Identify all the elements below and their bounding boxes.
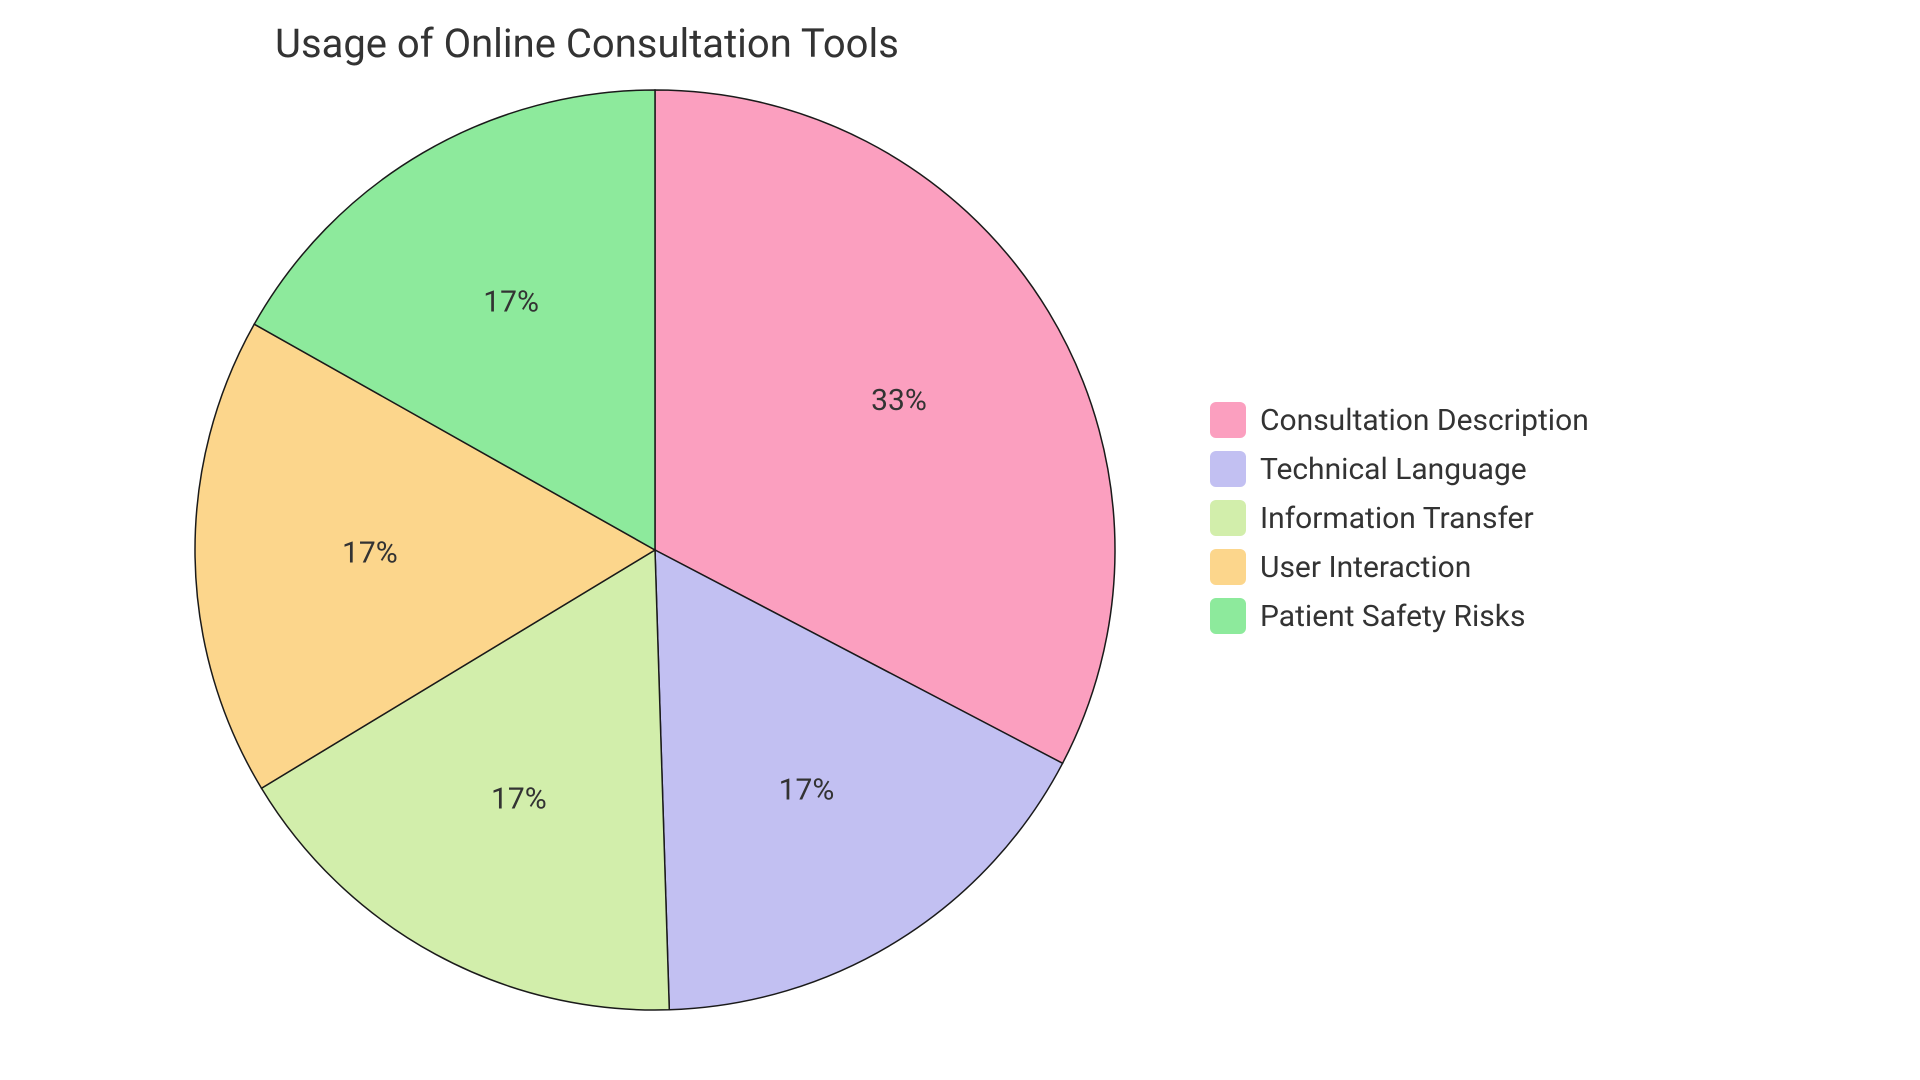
slice-label: 17%	[491, 782, 547, 817]
legend: Consultation Description Technical Langua…	[1210, 402, 1589, 634]
chart-title: Usage of Online Consultation Tools	[275, 20, 899, 67]
slice-label: 17%	[342, 535, 398, 570]
slice-label: 17%	[779, 773, 835, 808]
legend-item: Consultation Description	[1210, 402, 1589, 438]
legend-label: Consultation Description	[1260, 403, 1589, 438]
slice-label: 17%	[483, 285, 539, 320]
chart-container: Usage of Online Consultation Tools 33% 17…	[0, 0, 1920, 1080]
legend-swatch	[1210, 598, 1246, 634]
legend-label: Patient Safety Risks	[1260, 599, 1525, 634]
legend-swatch	[1210, 402, 1246, 438]
legend-label: User Interaction	[1260, 550, 1471, 585]
legend-item: Information Transfer	[1210, 500, 1589, 536]
legend-label: Technical Language	[1260, 452, 1527, 487]
legend-item: User Interaction	[1210, 549, 1589, 585]
legend-swatch	[1210, 451, 1246, 487]
legend-swatch	[1210, 549, 1246, 585]
legend-item: Technical Language	[1210, 451, 1589, 487]
legend-item: Patient Safety Risks	[1210, 598, 1589, 634]
pie-chart: 33% 17% 17% 17% 17%	[185, 80, 1125, 1020]
slice-label: 33%	[871, 383, 927, 418]
legend-swatch	[1210, 500, 1246, 536]
legend-label: Information Transfer	[1260, 501, 1534, 536]
